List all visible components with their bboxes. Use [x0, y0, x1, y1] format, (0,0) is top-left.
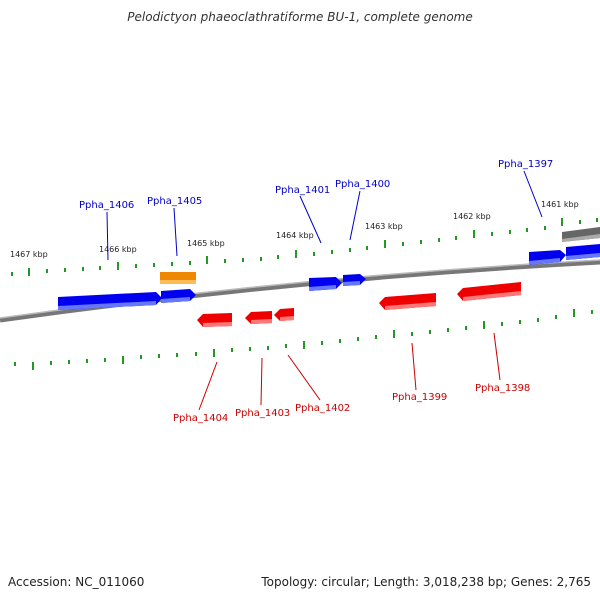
label-ppha-1404[interactable]: Ppha_1404: [173, 413, 228, 424]
gene-ppha-1406[interactable]: [58, 292, 162, 310]
reverse-leaders: [198, 332, 501, 411]
label-ppha-1406[interactable]: Ppha_1406: [79, 200, 134, 211]
scale-label-1461: 1461 kbp: [541, 200, 579, 209]
scale-label-1465: 1465 kbp: [187, 239, 225, 248]
gene-ppha-1404[interactable]: [197, 313, 232, 327]
label-ppha-1399[interactable]: Ppha_1399: [392, 392, 447, 403]
gene-ppha-1401[interactable]: [309, 277, 342, 291]
accession-label: Accession: NC_011060: [8, 575, 145, 589]
forward-leaders: [106, 170, 543, 261]
gene-ppha-1403[interactable]: [245, 311, 272, 324]
gene-ppha-1397[interactable]: [529, 244, 600, 265]
scale-label-1463: 1463 kbp: [365, 222, 403, 231]
genome-summary: Topology: circular; Length: 3,018,238 bp…: [261, 575, 591, 589]
scale-label-1466: 1466 kbp: [99, 245, 137, 254]
label-ppha-1397[interactable]: Ppha_1397: [498, 159, 553, 170]
scale-label-1467: 1467 kbp: [10, 250, 48, 259]
gene-ppha-1398[interactable]: [457, 282, 521, 301]
gene-ppha-1400[interactable]: [343, 274, 366, 286]
label-ppha-1402[interactable]: Ppha_1402: [295, 403, 350, 414]
pseudo-gene[interactable]: [562, 227, 600, 242]
lower-ticks: [14, 309, 593, 370]
upper-ticks: [11, 218, 598, 276]
map-title: Pelodictyon phaeoclathratiforme BU-1, co…: [127, 10, 473, 24]
label-ppha-1401[interactable]: Ppha_1401: [275, 185, 330, 196]
gene-ppha-1405[interactable]: [161, 289, 196, 303]
label-ppha-1398[interactable]: Ppha_1398: [475, 383, 530, 394]
scale-label-1462: 1462 kbp: [453, 212, 491, 221]
scale-label-1464: 1464 kbp: [276, 231, 314, 240]
gene-ppha-1402[interactable]: [274, 308, 294, 321]
label-ppha-1403[interactable]: Ppha_1403: [235, 408, 290, 419]
genome-backbone: [0, 259, 600, 323]
label-ppha-1400[interactable]: Ppha_1400: [335, 179, 390, 190]
gene-ppha-1405-rna[interactable]: [160, 272, 196, 284]
gene-ppha-1399[interactable]: [379, 293, 436, 310]
label-ppha-1405[interactable]: Ppha_1405: [147, 196, 202, 207]
